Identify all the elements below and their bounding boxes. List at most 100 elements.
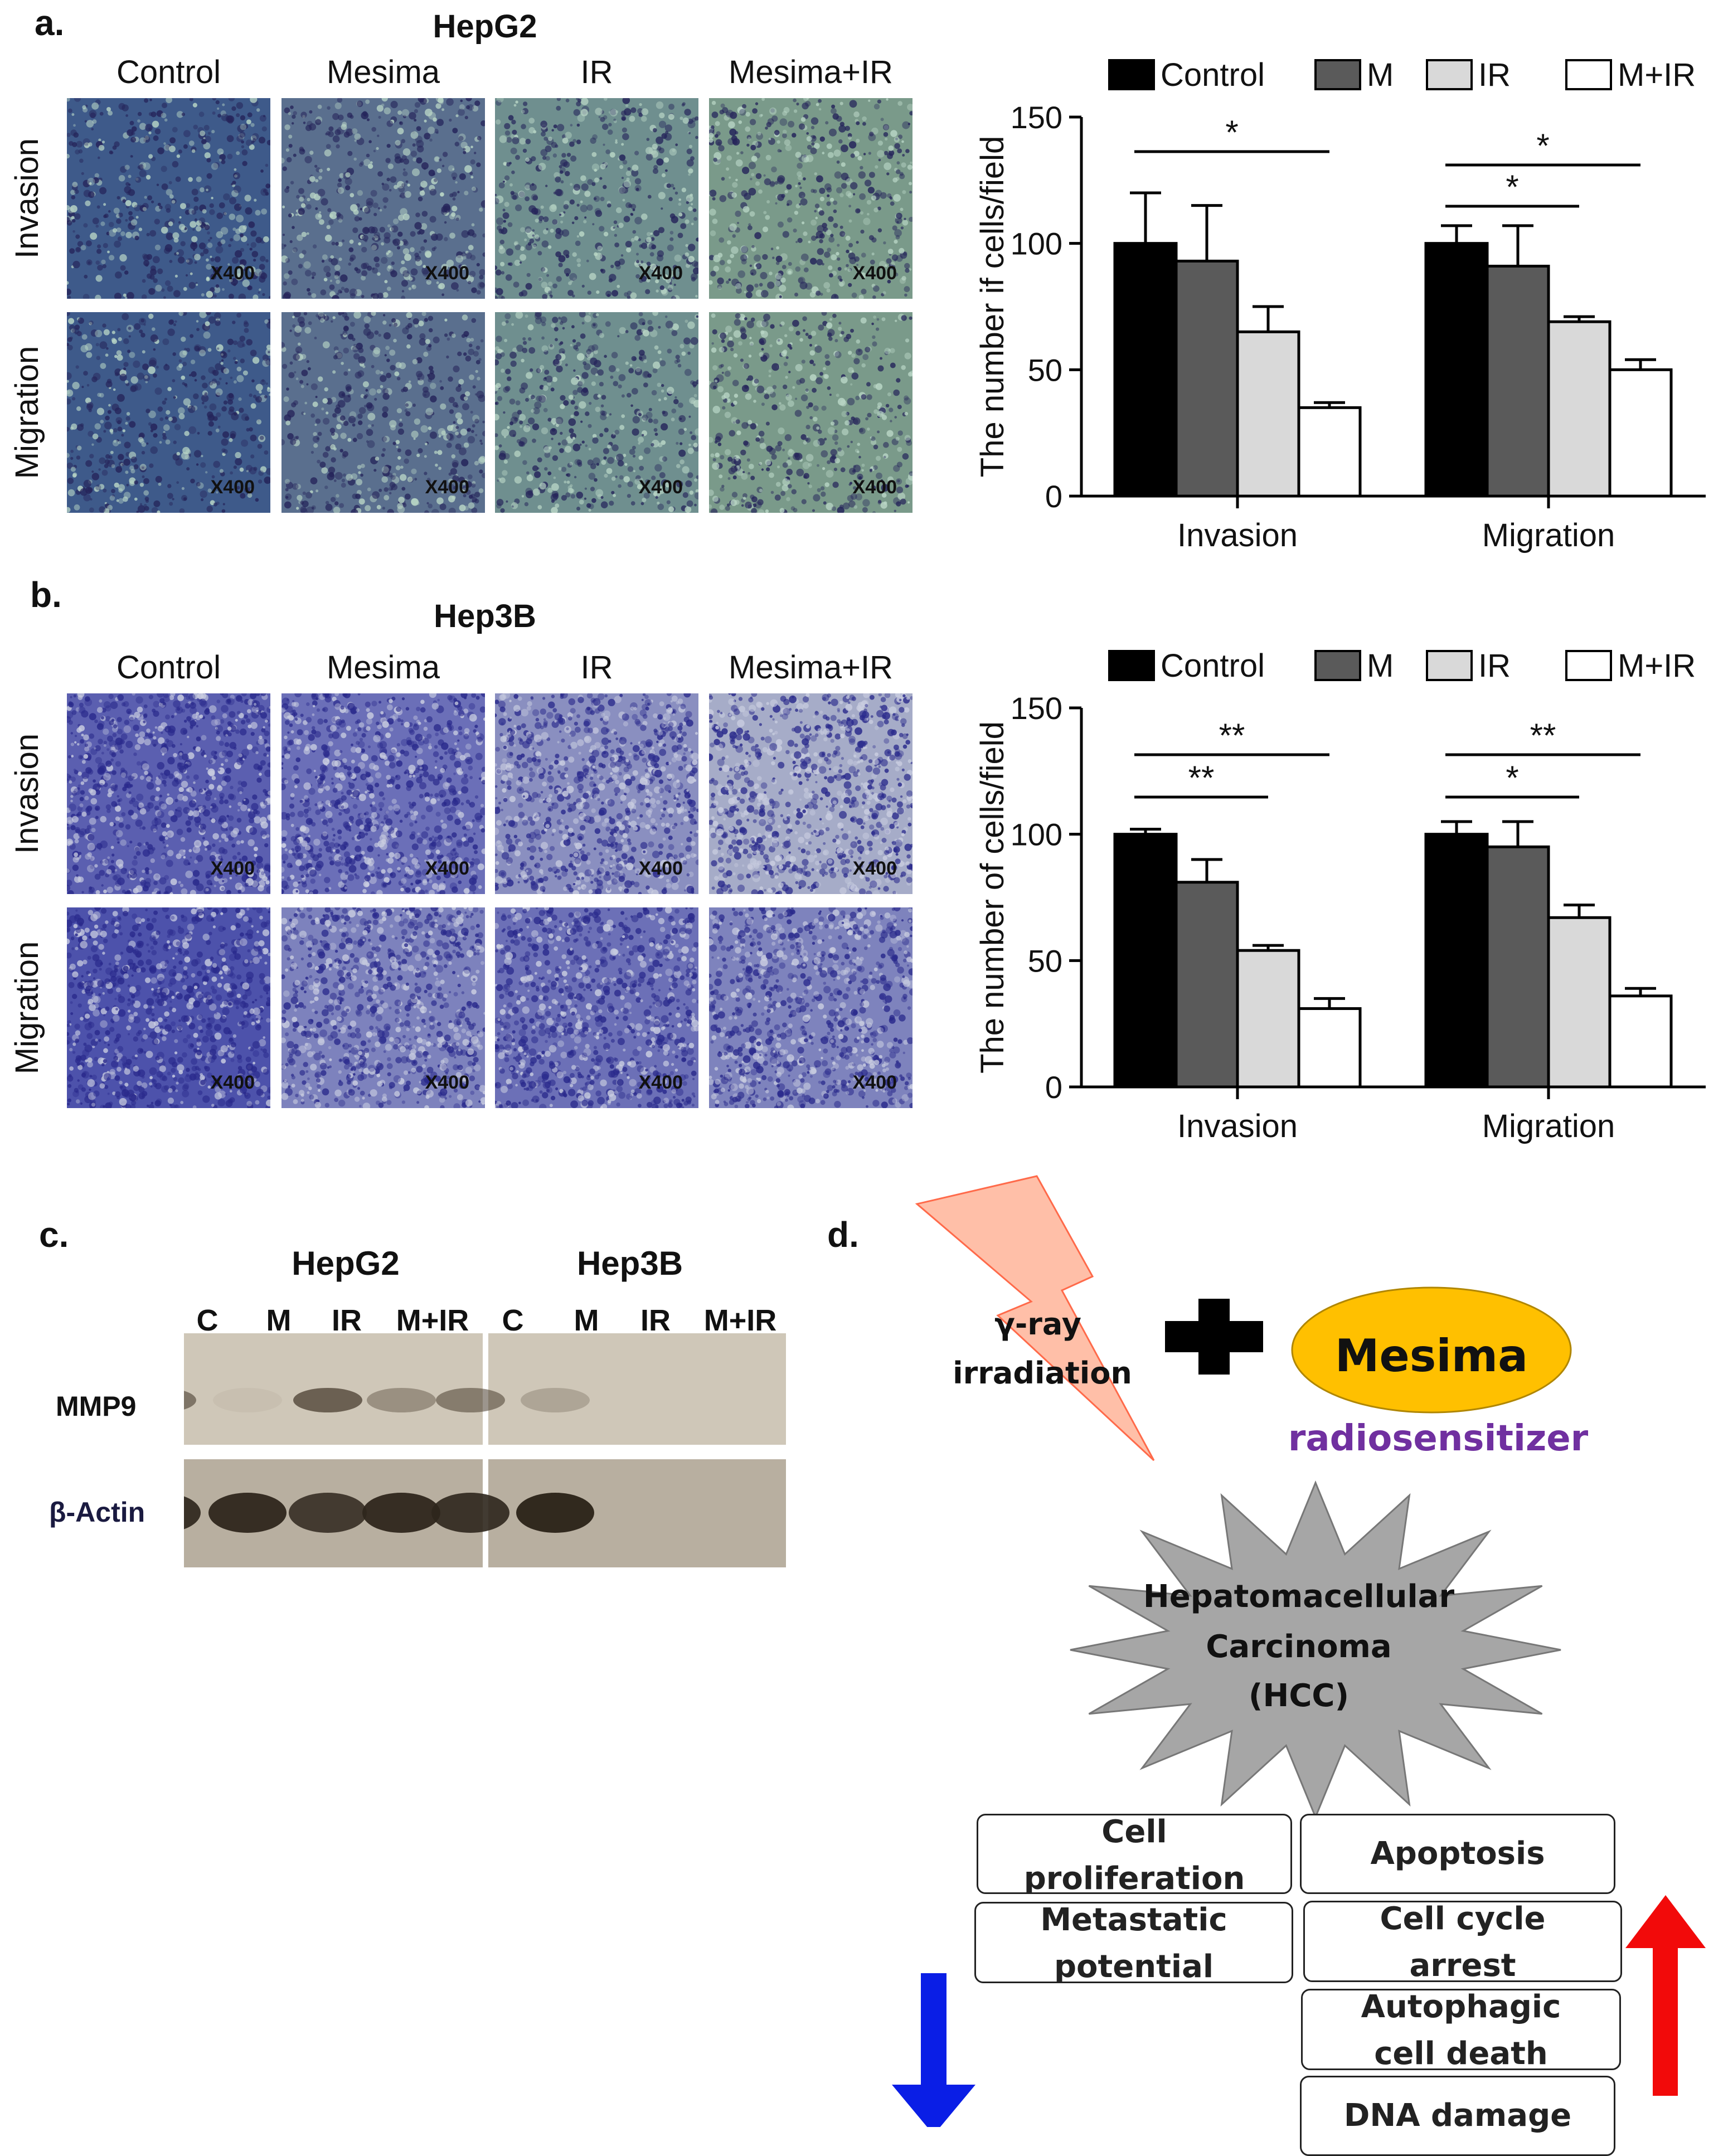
a-column-header-3: Mesima+IR xyxy=(692,54,929,91)
b-row-label-1: Migration xyxy=(8,907,47,1108)
y-tick-label-1: 50 xyxy=(1028,352,1062,387)
b-magnification-label-0-3: X400 xyxy=(853,858,897,880)
mmp9-band-3 xyxy=(213,1388,282,1412)
b-column-header-3: Mesima+IR xyxy=(692,649,929,686)
irradiation-label-1: γ-ray xyxy=(982,1307,1094,1342)
bar-0-2 xyxy=(1237,332,1299,496)
blot-group-hep3b: Hep3B xyxy=(546,1244,713,1283)
a-micrograph-1-0: X400 xyxy=(67,312,270,513)
lane-label-7: M+IR xyxy=(690,1303,790,1338)
x-tick-label-1: Migration xyxy=(1482,517,1615,553)
b-magnification-label-0-0: X400 xyxy=(211,858,255,880)
b-micrograph-1-1: X400 xyxy=(281,907,485,1108)
box-metastatic-line1: Metastatic xyxy=(976,1902,1292,1945)
box-apoptosis: Apoptosis xyxy=(1300,1814,1615,1894)
legend-swatch-0 xyxy=(1109,60,1154,89)
a-column-header-0: Control xyxy=(50,54,287,91)
bar-0-3 xyxy=(1299,1008,1360,1087)
bar-1-1 xyxy=(1487,266,1549,496)
y-tick-label-1: 50 xyxy=(1028,943,1062,978)
a-micrograph-0-1: X400 xyxy=(281,98,485,299)
a-micrograph-1-3: X400 xyxy=(709,312,912,513)
box-cell-cycle-arrest: Cell cycle arrest xyxy=(1303,1901,1622,1982)
a-micrograph-0-3: X400 xyxy=(709,98,912,299)
panel-a-cell-line: HepG2 xyxy=(390,8,580,45)
mmp9-band-7 xyxy=(521,1388,590,1412)
a-micrograph-1-2: X400 xyxy=(495,312,698,513)
b-magnification-label-0-2: X400 xyxy=(639,858,683,880)
legend-swatch-2 xyxy=(1427,60,1472,89)
a-micrograph-1-1: X400 xyxy=(281,312,485,513)
b-column-header-2: IR xyxy=(478,649,715,686)
legend-swatch-3 xyxy=(1566,651,1611,680)
box-cell-cycle-line2: arrest xyxy=(1305,1941,1620,1982)
a-magnification-label-1-0: X400 xyxy=(211,477,255,498)
panel-b-cell-line: Hep3B xyxy=(390,598,580,635)
drug-label: Mesima xyxy=(1320,1330,1543,1382)
a-row-label-0: Invasion xyxy=(8,98,47,299)
a-magnification-label-0-1: X400 xyxy=(425,263,469,284)
b-magnification-label-1-0: X400 xyxy=(211,1072,255,1094)
y-axis-label: The number if cells/field xyxy=(974,136,1011,477)
mmp9-band-4 xyxy=(293,1388,362,1412)
mmp9-band-5 xyxy=(367,1388,436,1412)
legend-label-0: Control xyxy=(1161,648,1265,684)
actin-band-7 xyxy=(516,1493,594,1533)
a-magnification-label-1-1: X400 xyxy=(425,477,469,498)
box-cell-cycle-line1: Cell cycle xyxy=(1305,1901,1620,1944)
significance-mark-0: ** xyxy=(1219,717,1245,754)
bar-0-0 xyxy=(1115,244,1176,496)
panel-a-label: a. xyxy=(35,2,64,43)
y-tick-label-3: 150 xyxy=(1011,100,1062,135)
box-cell-proliferation: Cell proliferation xyxy=(977,1814,1292,1894)
irradiation-label-2: irradiation xyxy=(948,1356,1137,1391)
legend-label-1: M xyxy=(1367,57,1394,93)
box-metastatic-potential: Metastatic potential xyxy=(974,1902,1293,1983)
significance-mark-3: * xyxy=(1506,759,1518,797)
a-magnification-label-0-2: X400 xyxy=(639,263,683,284)
significance-mark-2: * xyxy=(1506,168,1518,206)
y-axis-label: The number of cells/field xyxy=(974,721,1011,1074)
b-micrograph-0-0: X400 xyxy=(67,693,270,894)
bar-1-1 xyxy=(1487,847,1549,1087)
panel-d-label: d. xyxy=(827,1214,859,1255)
b-micrograph-1-0: X400 xyxy=(67,907,270,1108)
a-magnification-label-0-0: X400 xyxy=(211,263,255,284)
a-column-header-2: IR xyxy=(478,54,715,91)
actin-band-3 xyxy=(208,1493,287,1533)
legend-swatch-2 xyxy=(1427,651,1472,680)
box-autophagic-line2: cell death xyxy=(1303,2029,1619,2070)
significance-mark-2: ** xyxy=(1530,717,1556,754)
actin-band-6 xyxy=(431,1493,509,1533)
bar-1-2 xyxy=(1549,917,1610,1087)
box-autophagic-line1: Autophagic xyxy=(1303,1989,1619,2032)
actin-band-4 xyxy=(289,1493,367,1533)
x-tick-label-0: Invasion xyxy=(1177,1108,1298,1144)
b-micrograph-1-2: X400 xyxy=(495,907,698,1108)
bar-1-2 xyxy=(1549,322,1610,496)
legend-label-3: M+IR xyxy=(1618,648,1696,684)
box-cell-proliferation-line2: proliferation xyxy=(978,1854,1290,1894)
y-tick-label-0: 0 xyxy=(1045,1070,1062,1105)
box-cell-proliferation-line1: Cell xyxy=(978,1814,1290,1857)
legend-label-0: Control xyxy=(1161,57,1265,93)
hcc-label-3: (HCC) xyxy=(1215,1678,1382,1714)
x-tick-label-0: Invasion xyxy=(1177,517,1298,553)
mmp9-band-6 xyxy=(436,1388,505,1412)
legend-swatch-0 xyxy=(1109,651,1154,680)
b-magnification-label-1-2: X400 xyxy=(639,1072,683,1094)
significance-mark-0: * xyxy=(1225,114,1238,151)
a-micrograph-0-0: X400 xyxy=(67,98,270,299)
b-magnification-label-1-3: X400 xyxy=(853,1072,897,1094)
blot-strip-1 xyxy=(488,1333,786,1445)
panel-c-label: c. xyxy=(39,1214,69,1255)
box-autophagic-cell-death: Autophagic cell death xyxy=(1301,1989,1621,2070)
hcc-label-1: Hepatomacellular xyxy=(1104,1579,1494,1615)
box-apoptosis-line1: Apoptosis xyxy=(1302,1815,1614,1892)
a-micrograph-0-2: X400 xyxy=(495,98,698,299)
legend-label-2: IR xyxy=(1478,57,1511,93)
a-row-label-1: Migration xyxy=(8,312,47,513)
b-micrograph-0-3: X400 xyxy=(709,693,912,894)
